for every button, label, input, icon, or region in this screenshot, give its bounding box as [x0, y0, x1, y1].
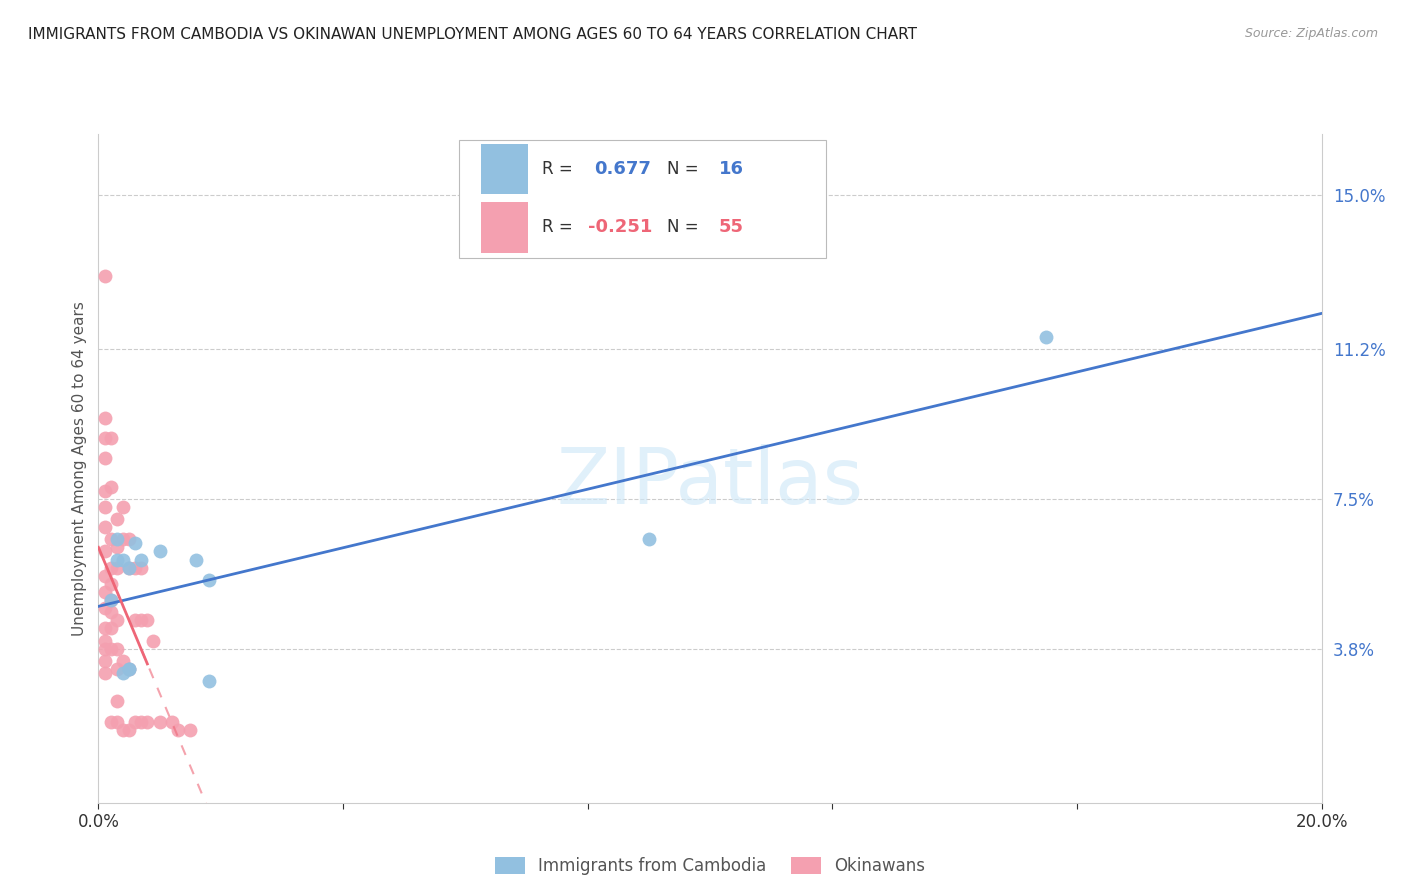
Text: 16: 16 [718, 160, 744, 178]
Point [111, 654, 134, 668]
Point [93, 641, 115, 656]
Point [118, 662, 141, 676]
Point [100, 533, 122, 547]
Point [179, 723, 201, 737]
Text: R =: R = [543, 219, 578, 236]
Y-axis label: Unemployment Among Ages 60 to 64 years: Unemployment Among Ages 60 to 64 years [72, 301, 87, 636]
Point [93, 568, 115, 582]
Point [142, 633, 165, 648]
Point [124, 613, 146, 627]
Point [105, 662, 128, 676]
Point [129, 714, 152, 729]
Point [149, 544, 172, 558]
Point [93, 431, 115, 445]
Point [105, 694, 128, 708]
Point [100, 622, 122, 636]
Point [1035, 329, 1057, 343]
Point [100, 714, 122, 729]
Point [93, 622, 115, 636]
Point [93, 268, 115, 283]
Point [197, 674, 219, 689]
Point [105, 613, 128, 627]
Point [105, 533, 128, 547]
Point [197, 573, 219, 587]
Point [129, 552, 152, 566]
Point [100, 593, 122, 607]
Point [129, 613, 152, 627]
Point [118, 662, 141, 676]
Point [105, 641, 128, 656]
Text: R =: R = [543, 160, 578, 178]
Text: 55: 55 [718, 219, 744, 236]
Point [100, 431, 122, 445]
Point [160, 714, 183, 729]
FancyBboxPatch shape [481, 202, 527, 252]
Point [124, 560, 146, 574]
Text: N =: N = [668, 160, 704, 178]
Point [93, 666, 115, 681]
Point [118, 533, 141, 547]
Point [118, 723, 141, 737]
Point [93, 585, 115, 599]
Point [93, 500, 115, 514]
Point [93, 483, 115, 498]
Point [105, 541, 128, 555]
Point [118, 560, 141, 574]
Point [124, 536, 146, 550]
Point [111, 500, 134, 514]
Point [637, 533, 661, 547]
FancyBboxPatch shape [460, 141, 827, 258]
Point [136, 613, 159, 627]
Point [186, 552, 208, 566]
Point [100, 560, 122, 574]
Point [129, 560, 152, 574]
Point [111, 666, 134, 681]
Point [105, 512, 128, 526]
Point [149, 714, 172, 729]
Text: 0.677: 0.677 [593, 160, 651, 178]
Legend: Immigrants from Cambodia, Okinawans: Immigrants from Cambodia, Okinawans [488, 850, 932, 881]
Point [136, 714, 159, 729]
FancyBboxPatch shape [481, 144, 527, 194]
Point [93, 601, 115, 615]
Point [93, 654, 115, 668]
Point [111, 552, 134, 566]
Text: -0.251: -0.251 [588, 219, 652, 236]
Point [111, 723, 134, 737]
Point [105, 552, 128, 566]
Point [118, 662, 141, 676]
Point [118, 560, 141, 574]
Point [100, 593, 122, 607]
Point [124, 714, 146, 729]
Point [111, 533, 134, 547]
Point [93, 410, 115, 425]
Point [93, 451, 115, 466]
Point [167, 723, 190, 737]
Point [105, 714, 128, 729]
Point [105, 560, 128, 574]
Point [93, 520, 115, 534]
Text: N =: N = [668, 219, 704, 236]
Point [100, 479, 122, 493]
Point [100, 577, 122, 591]
Point [93, 633, 115, 648]
Text: IMMIGRANTS FROM CAMBODIA VS OKINAWAN UNEMPLOYMENT AMONG AGES 60 TO 64 YEARS CORR: IMMIGRANTS FROM CAMBODIA VS OKINAWAN UNE… [28, 27, 917, 42]
Point [93, 544, 115, 558]
Point [100, 641, 122, 656]
Point [100, 605, 122, 619]
Text: ZIPatlas: ZIPatlas [557, 443, 863, 520]
Text: Source: ZipAtlas.com: Source: ZipAtlas.com [1244, 27, 1378, 40]
